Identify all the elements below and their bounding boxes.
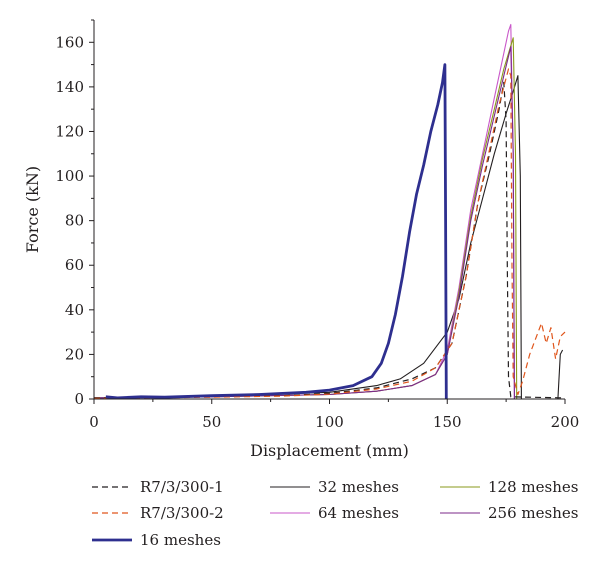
y-tick-label: 160 [55,33,84,51]
x-tick-label: 0 [89,413,99,431]
y-ticks: 0 20 40 60 80 100 120 140 160 [55,19,94,408]
y-tick-label: 0 [74,390,84,408]
legend-item: 32 meshes [270,478,399,496]
y-tick-label: 140 [55,78,84,96]
legend-item: 256 meshes [440,504,578,522]
y-tick-label: 120 [55,122,84,140]
legend-item: R7/3/300-2 [92,504,224,522]
y-tick-label: 40 [65,301,84,319]
y-tick-label: 80 [65,212,84,230]
x-tick-label: 50 [202,413,221,431]
legend-item: 64 meshes [270,504,399,522]
legend-label: 64 meshes [318,504,399,522]
x-axis-title: Displacement (mm) [250,441,409,460]
legend-label: 128 meshes [488,478,578,496]
series-line-r7-3-300-2 [93,68,566,399]
series-line-64-meshes [93,23,565,400]
legend-label: 32 meshes [318,478,399,496]
y-tick-label: 100 [55,167,84,185]
x-ticks: 0 50 100 150 200 [89,399,579,431]
x-tick-label: 200 [551,413,580,431]
y-tick-label: 20 [65,345,84,363]
x-tick-label: 100 [315,413,344,431]
legend-item: R7/3/300-1 [92,478,224,496]
series-line-128-meshes [93,37,565,400]
series-line-256-meshes [93,46,565,400]
x-tick-label: 150 [433,413,462,431]
series-line-16-meshes [105,63,448,400]
legend-item: 16 meshes [92,531,221,549]
legend-label: R7/3/300-2 [140,504,224,522]
y-tick-label: 60 [65,256,84,274]
legend-label: 256 meshes [488,504,578,522]
plot-area: 0 50 100 150 200 0 20 40 60 80 100 120 140 160 [55,19,579,431]
legend-item: 128 meshes [440,478,578,496]
y-axis-title: Force (kN) [23,166,42,253]
legend-label: R7/3/300-1 [140,478,224,496]
series-layer [93,23,566,400]
legend-label: 16 meshes [140,531,221,549]
legend: R7/3/300-1 32 meshes 128 meshes R7/3/300-2 6… [92,478,578,549]
